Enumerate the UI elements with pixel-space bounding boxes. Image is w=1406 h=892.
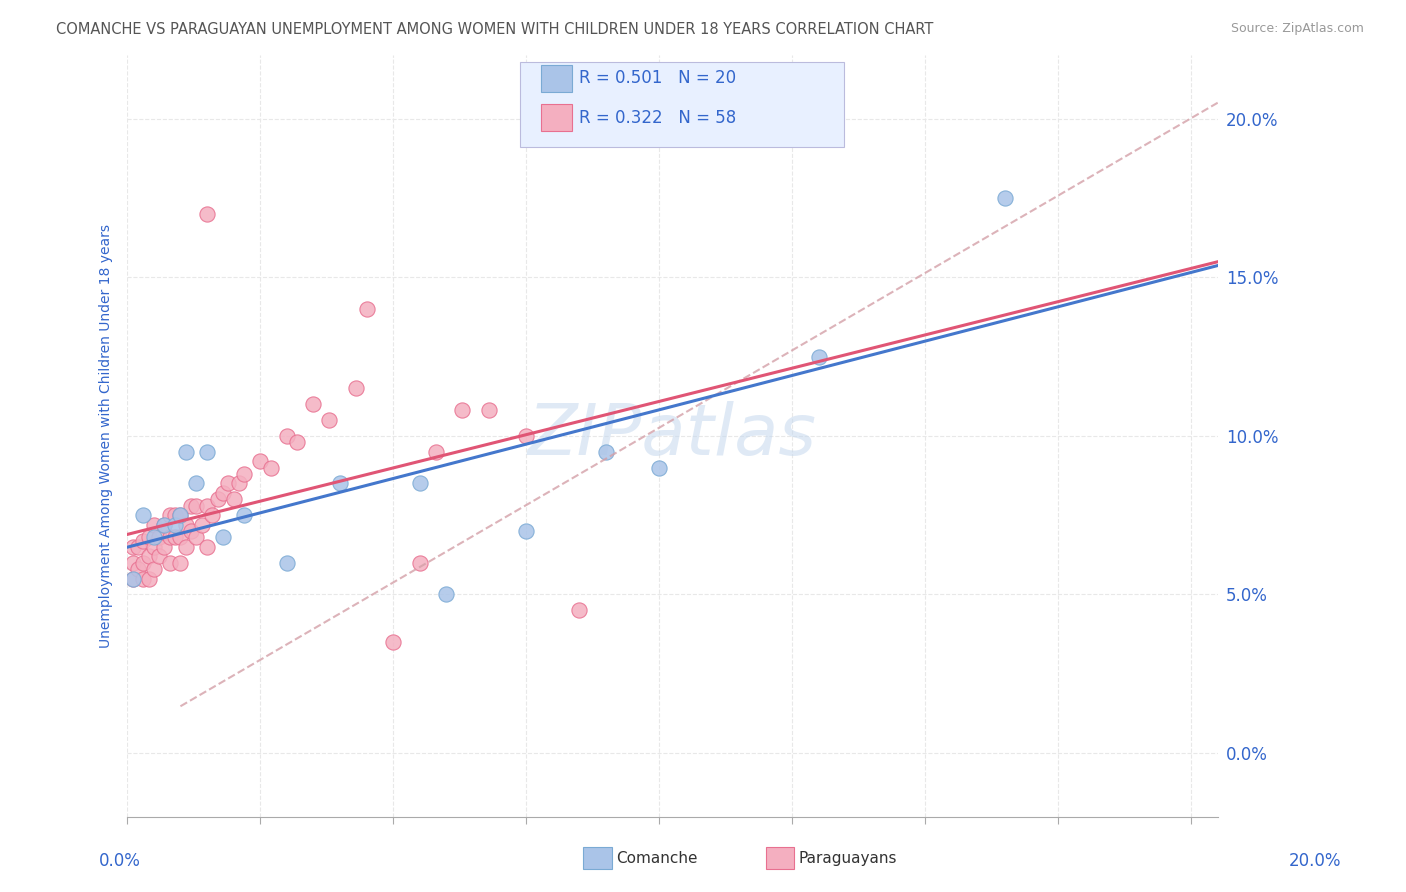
Text: Comanche: Comanche (616, 851, 697, 865)
Text: 20.0%: 20.0% (1288, 852, 1341, 870)
Point (169, 556, 191, 570)
Point (148, 530, 170, 544)
Point (233, 467, 256, 481)
Point (434, 587, 457, 601)
Point (195, 207, 218, 221)
Point (568, 603, 591, 617)
Text: COMANCHE VS PARAGUAYAN UNEMPLOYMENT AMONG WOMEN WITH CHILDREN UNDER 18 YEARS COR: COMANCHE VS PARAGUAYAN UNEMPLOYMENT AMON… (56, 22, 934, 37)
Point (165, 517, 187, 532)
Point (148, 549, 170, 564)
Point (648, 460, 671, 475)
Point (212, 486, 235, 500)
Point (195, 540, 218, 554)
Point (201, 508, 224, 523)
Point (807, 350, 830, 364)
Point (409, 556, 432, 570)
Point (127, 540, 149, 554)
Point (190, 517, 212, 532)
Point (153, 540, 176, 554)
Point (329, 476, 352, 491)
Point (233, 508, 256, 523)
Point (159, 556, 181, 570)
Point (186, 530, 208, 544)
Point (174, 517, 197, 532)
Point (595, 444, 617, 458)
Point (138, 572, 160, 586)
Point (132, 556, 155, 570)
Point (451, 403, 474, 417)
Point (302, 397, 325, 411)
Point (207, 492, 229, 507)
Point (121, 556, 143, 570)
Text: R = 0.501   N = 20: R = 0.501 N = 20 (579, 70, 737, 87)
Point (228, 476, 250, 491)
Point (127, 562, 149, 576)
Point (276, 556, 298, 570)
Point (344, 381, 367, 395)
Point (222, 492, 245, 507)
Text: Source: ZipAtlas.com: Source: ZipAtlas.com (1230, 22, 1364, 36)
Point (425, 444, 447, 458)
Point (165, 508, 187, 523)
Point (515, 429, 537, 443)
Text: ZIPatlas: ZIPatlas (529, 401, 817, 470)
Point (142, 530, 165, 544)
Point (478, 403, 501, 417)
Point (174, 444, 197, 458)
Point (356, 301, 378, 316)
Point (169, 530, 191, 544)
Point (121, 572, 143, 586)
Point (142, 540, 165, 554)
Point (132, 533, 155, 548)
Point (138, 549, 160, 564)
Point (142, 517, 165, 532)
Point (169, 508, 191, 523)
Point (217, 476, 239, 491)
Point (994, 191, 1017, 205)
Point (180, 524, 202, 538)
Point (318, 413, 340, 427)
Point (121, 572, 143, 586)
Point (121, 540, 143, 554)
Point (174, 540, 197, 554)
Point (132, 572, 155, 586)
Point (153, 517, 176, 532)
Point (142, 562, 165, 576)
Point (169, 508, 191, 523)
Point (153, 517, 176, 532)
Point (212, 530, 235, 544)
Point (159, 508, 181, 523)
Point (180, 499, 202, 513)
Point (287, 435, 309, 450)
Point (186, 476, 208, 491)
Y-axis label: Unemployment Among Women with Children Under 18 years: Unemployment Among Women with Children U… (100, 224, 114, 648)
Point (138, 530, 160, 544)
Point (260, 460, 283, 475)
Text: R = 0.322   N = 58: R = 0.322 N = 58 (579, 109, 737, 127)
Text: Paraguayans: Paraguayans (799, 851, 897, 865)
Point (186, 499, 208, 513)
Point (132, 508, 155, 523)
Point (195, 499, 218, 513)
Text: 0.0%: 0.0% (98, 852, 141, 870)
Point (159, 530, 181, 544)
Point (165, 530, 187, 544)
Point (195, 444, 218, 458)
Point (515, 524, 537, 538)
Point (382, 635, 405, 649)
Point (409, 476, 432, 491)
Point (276, 429, 298, 443)
Point (249, 454, 271, 468)
